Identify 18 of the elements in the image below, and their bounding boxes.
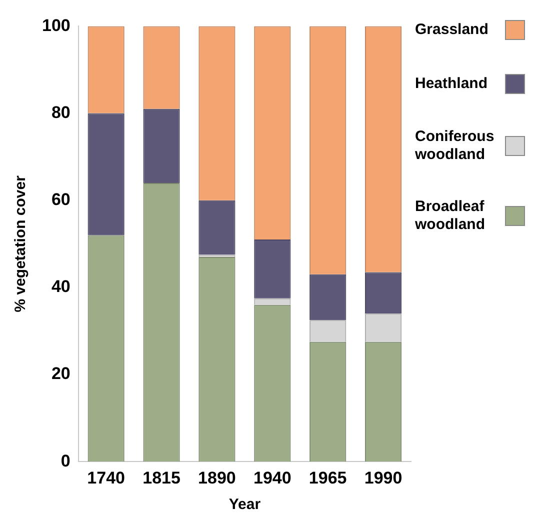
x-tick-label: 1815 (142, 468, 180, 488)
legend-label: Heathland (415, 75, 489, 93)
x-axis-title: Year (228, 496, 261, 514)
y-tick-label: 40 (51, 277, 70, 296)
legend-label: Grassland (415, 21, 490, 39)
x-tick-label: 1740 (87, 468, 125, 488)
y-tick-label: 60 (51, 190, 70, 210)
x-tick-label: 1940 (253, 468, 292, 488)
y-tick-label: 100 (42, 16, 70, 35)
legend-label: Broadleaf woodland (415, 198, 486, 234)
y-tick-label: 80 (51, 102, 70, 122)
x-tick-label: 1965 (308, 468, 347, 488)
x-tick-label: 1890 (198, 468, 236, 488)
y-tick-label: 20 (51, 364, 70, 384)
y-tick-label: 0 (60, 451, 70, 470)
x-tick-label: 1990 (364, 468, 402, 488)
y-axis-title: % vegetation cover (12, 175, 30, 312)
legend-label: Coniferous woodland (415, 128, 494, 164)
